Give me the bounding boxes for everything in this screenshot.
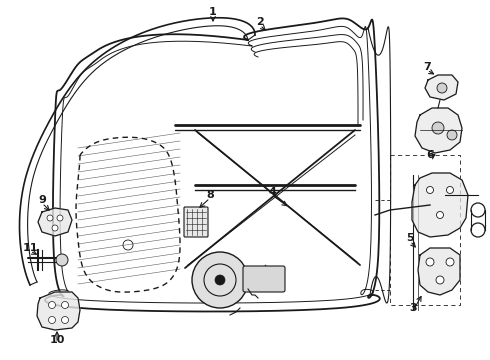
Polygon shape: [418, 248, 460, 295]
Circle shape: [426, 258, 434, 266]
Circle shape: [56, 254, 68, 266]
FancyBboxPatch shape: [243, 266, 285, 292]
Text: 11: 11: [22, 243, 38, 253]
Circle shape: [62, 316, 69, 324]
Text: 10: 10: [49, 335, 65, 345]
Polygon shape: [412, 173, 468, 237]
Circle shape: [432, 122, 444, 134]
Circle shape: [446, 258, 454, 266]
Circle shape: [447, 130, 457, 140]
Circle shape: [49, 316, 55, 324]
Polygon shape: [38, 208, 72, 236]
Circle shape: [47, 215, 53, 221]
Circle shape: [436, 276, 444, 284]
Circle shape: [446, 186, 454, 194]
Text: 7: 7: [423, 62, 431, 72]
Text: 8: 8: [206, 190, 214, 200]
Text: 6: 6: [426, 150, 434, 160]
Polygon shape: [415, 108, 462, 153]
Circle shape: [437, 83, 447, 93]
Text: 9: 9: [38, 195, 46, 205]
Circle shape: [52, 225, 58, 231]
Polygon shape: [37, 292, 80, 330]
FancyBboxPatch shape: [184, 207, 208, 237]
Circle shape: [57, 215, 63, 221]
Circle shape: [437, 212, 443, 219]
Text: 2: 2: [256, 17, 264, 27]
Text: 5: 5: [406, 233, 414, 243]
Circle shape: [192, 252, 248, 308]
Circle shape: [62, 302, 69, 309]
Circle shape: [215, 275, 225, 285]
Text: 3: 3: [409, 303, 417, 313]
Circle shape: [49, 302, 55, 309]
Polygon shape: [425, 75, 458, 100]
Circle shape: [426, 186, 434, 194]
Text: 4: 4: [268, 187, 276, 197]
Text: 1: 1: [209, 7, 217, 17]
